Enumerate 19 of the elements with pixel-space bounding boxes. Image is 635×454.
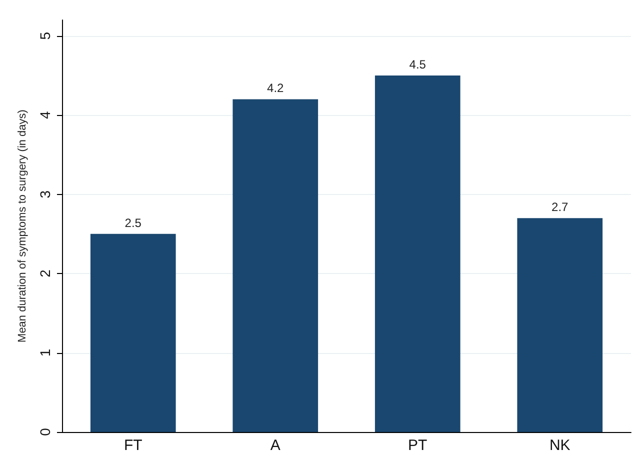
x-tick-label: PT [408, 437, 428, 454]
bar [374, 75, 460, 432]
data-label: 4.5 [409, 57, 426, 72]
data-label: 2.7 [552, 200, 569, 214]
y-tick-label: 5 [37, 32, 53, 40]
x-tick-label: NK [549, 437, 570, 454]
bar [90, 234, 176, 432]
data-label: 2.5 [124, 216, 142, 230]
y-tick-label: 0 [37, 428, 53, 436]
x-tick-label: FT [124, 437, 142, 454]
bar [517, 218, 603, 432]
data-label: 4.2 [267, 81, 284, 96]
y-tick-label: 2 [37, 269, 53, 278]
y-axis-title: Mean duration of symptoms to surgery (in days) [16, 110, 28, 342]
y-tick-label: 4 [37, 110, 53, 119]
x-tick-label: A [270, 437, 280, 454]
y-tick-label: 1 [37, 348, 53, 357]
y-tick-label: 3 [37, 190, 53, 198]
bar [232, 99, 318, 432]
